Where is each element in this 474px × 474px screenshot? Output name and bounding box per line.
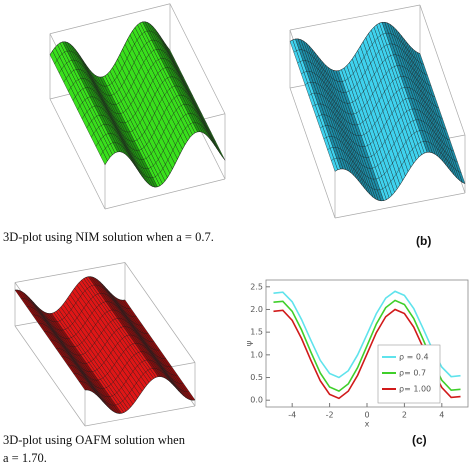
box-edge bbox=[14, 325, 86, 427]
mesh-line bbox=[334, 152, 466, 202]
mesh-line bbox=[319, 108, 451, 158]
mesh-line bbox=[26, 293, 137, 331]
x-tick-label: 2 bbox=[402, 411, 407, 420]
caption: 3D-plot using NIM solution when a = 0.7. bbox=[3, 230, 214, 244]
mesh-line bbox=[59, 39, 180, 96]
x-tick-label: -4 bbox=[288, 411, 296, 420]
x-tick-label: -2 bbox=[326, 411, 334, 420]
y-tick-label: 0.5 bbox=[250, 373, 263, 382]
y-tick-label: 0.0 bbox=[250, 396, 263, 405]
box-edge bbox=[49, 3, 171, 35]
mesh-line bbox=[54, 30, 175, 87]
mesh-line bbox=[91, 104, 212, 160]
mesh-line bbox=[331, 141, 462, 191]
line-chart: 0.0 0.5 1.0 1.5 2.0 2.5 -4 -2 0 2 4 ψ x ρ = 0.4 ρ= 0.7… bbox=[245, 279, 469, 429]
mesh-line bbox=[49, 326, 161, 364]
mesh-line bbox=[32, 301, 143, 339]
mesh-line bbox=[327, 130, 458, 180]
legend-label: ρ= 0.7 bbox=[399, 369, 426, 378]
mesh-line bbox=[72, 67, 194, 124]
caption: 3D-plot using OAFM solution when bbox=[3, 433, 186, 447]
mesh-line bbox=[316, 97, 447, 147]
mesh-line bbox=[293, 32, 424, 82]
mesh-line bbox=[323, 119, 454, 169]
box-edge bbox=[169, 3, 226, 114]
mesh-line bbox=[14, 276, 126, 314]
mesh-line bbox=[79, 368, 190, 406]
box-edge bbox=[104, 178, 226, 210]
x-tick-label: 4 bbox=[439, 411, 444, 420]
y-tick-label: 2.0 bbox=[250, 305, 263, 314]
legend-label: ρ = 0.4 bbox=[399, 353, 429, 362]
box-edge bbox=[289, 87, 336, 219]
mesh-line bbox=[308, 76, 439, 126]
mesh-line bbox=[73, 359, 184, 398]
mesh-line bbox=[55, 334, 166, 373]
y-axis-label: ψ bbox=[245, 341, 254, 346]
box-edge bbox=[49, 98, 106, 210]
y-tick-label: 1.0 bbox=[250, 350, 263, 359]
x-axis-label: x bbox=[365, 420, 370, 429]
mesh-line bbox=[312, 87, 443, 137]
box-edge bbox=[289, 4, 421, 31]
mesh-line bbox=[77, 76, 198, 133]
panel-label: (c) bbox=[412, 433, 427, 447]
surface-plots bbox=[14, 3, 466, 427]
mesh-line bbox=[100, 122, 221, 179]
mesh-line bbox=[301, 54, 432, 104]
mesh-line bbox=[68, 58, 189, 114]
mesh-line bbox=[20, 284, 131, 323]
x-tick-label: 0 bbox=[364, 411, 369, 420]
mesh-line bbox=[38, 309, 149, 348]
mesh-line bbox=[304, 65, 436, 115]
mesh-line bbox=[67, 351, 178, 389]
mesh-line bbox=[81, 85, 203, 142]
mesh-line bbox=[63, 49, 184, 105]
mesh-line bbox=[289, 22, 421, 72]
mesh-line bbox=[297, 43, 428, 93]
series-line bbox=[273, 290, 461, 379]
mesh-line bbox=[95, 113, 216, 169]
mesh-line bbox=[104, 131, 226, 188]
box-edge bbox=[419, 4, 466, 136]
mesh-line bbox=[86, 94, 207, 151]
mesh-line bbox=[84, 376, 196, 414]
mesh-line bbox=[61, 343, 172, 381]
box-edge bbox=[124, 262, 196, 363]
mesh-line bbox=[49, 21, 171, 78]
panel-label: (b) bbox=[416, 234, 431, 248]
caption: a = 1.70. bbox=[3, 451, 47, 465]
legend-label: ρ= 1.00 bbox=[399, 385, 431, 394]
box-edge bbox=[334, 192, 466, 219]
box-edge bbox=[84, 405, 196, 427]
box-edge bbox=[14, 262, 126, 283]
y-tick-label: 2.5 bbox=[250, 282, 263, 291]
y-tick-label: 1.5 bbox=[250, 328, 263, 337]
mesh-line bbox=[44, 318, 155, 356]
